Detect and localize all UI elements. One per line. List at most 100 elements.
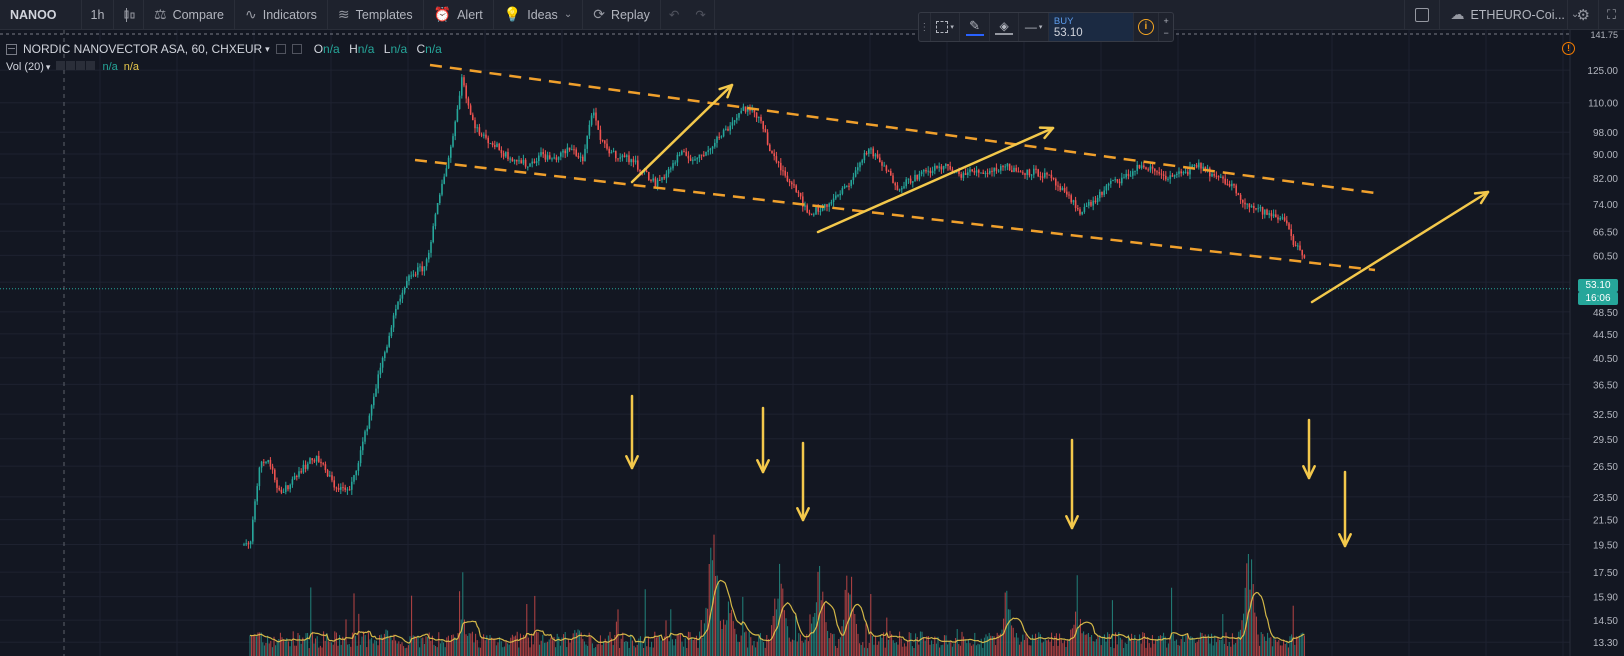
candle-body <box>366 428 368 432</box>
fullscreen-button[interactable]: ⛶ <box>1599 0 1624 29</box>
candle-body <box>949 166 951 170</box>
candle-body <box>1103 190 1105 195</box>
candle-body <box>689 158 692 161</box>
fill-bucket-icon: ◈ <box>999 19 1009 33</box>
legend-close-icon[interactable] <box>291 44 302 54</box>
candle-body <box>815 207 817 215</box>
candle-body <box>1237 193 1240 195</box>
candle-body <box>1180 171 1182 174</box>
candle-body <box>489 143 492 145</box>
candle-body <box>494 145 496 147</box>
candle-body <box>1283 217 1286 221</box>
price-axis-label: 110.00 <box>1588 99 1618 110</box>
chevron-down-icon[interactable]: ▾ <box>265 43 270 54</box>
volume-arrow-4-head <box>1065 515 1079 530</box>
replay-button[interactable]: ⟳ Replay <box>583 0 661 29</box>
size-stepper[interactable]: + − <box>1159 13 1173 41</box>
minus-icon[interactable]: − <box>1163 28 1169 38</box>
candle-body <box>775 156 778 162</box>
templates-button[interactable]: ≋ Templates <box>328 0 424 29</box>
candle-body <box>1303 255 1306 258</box>
undo-icon: ↶ <box>668 8 680 22</box>
redo-button[interactable]: ↷ <box>687 0 715 29</box>
candle-body <box>907 178 910 180</box>
trend-arrow-up-3-head <box>1473 190 1490 205</box>
collapse-legend-icon[interactable] <box>6 43 17 55</box>
candle-body <box>386 346 388 353</box>
candle-body <box>678 154 681 156</box>
fill-color-button[interactable]: ◈ <box>990 13 1020 41</box>
line-color-button[interactable]: ✎ <box>960 13 990 41</box>
compare-button[interactable]: ⚖ Compare <box>144 0 235 29</box>
candle-body <box>1233 183 1235 186</box>
undo-button[interactable]: ↶ <box>661 0 687 29</box>
candle-body <box>881 162 883 166</box>
line-style-button[interactable]: — ▾ <box>1019 13 1049 41</box>
candle-body <box>1037 169 1039 177</box>
candle-body <box>771 151 773 154</box>
chart-canvas[interactable]: 125.00 110.00 98.00 90.00 82.00 74.00 66.50 60.… <box>0 30 1624 656</box>
plus-icon[interactable] <box>76 61 86 70</box>
legend-settings-icon[interactable] <box>275 44 286 54</box>
candle-body <box>802 196 804 207</box>
template-button[interactable]: ▾ <box>931 13 961 41</box>
candle-body <box>1209 168 1211 177</box>
legend-title[interactable]: NORDIC NANOVECTOR ASA, 60, CHXEUR <box>23 42 263 56</box>
chart-type-button[interactable] <box>114 0 144 29</box>
candle-body <box>1297 245 1299 247</box>
drag-handle[interactable]: ⋮ <box>919 13 931 41</box>
layout-button[interactable] <box>1404 0 1441 29</box>
candle-body <box>661 177 663 180</box>
volume-legend-title[interactable]: Vol (20) <box>6 61 44 73</box>
candle-body <box>403 287 406 293</box>
candle-body <box>423 266 426 272</box>
candle-body <box>714 142 716 147</box>
close-key: C <box>416 42 426 56</box>
candle-body <box>397 301 399 310</box>
candle-body <box>652 178 654 181</box>
interval-button[interactable]: 1h <box>82 0 114 29</box>
candle-body <box>969 169 971 173</box>
plus-icon[interactable]: + <box>1163 16 1169 26</box>
info-button[interactable]: i <box>1134 13 1160 41</box>
candle-body <box>700 154 703 156</box>
candle-body <box>960 174 962 178</box>
candle-body <box>1242 199 1244 203</box>
eye-icon[interactable] <box>56 61 66 70</box>
candle-body <box>560 152 562 157</box>
price-axis-label: 44.50 <box>1593 330 1618 341</box>
settings-icon[interactable] <box>66 61 76 70</box>
candle-body <box>984 172 987 174</box>
candle-body <box>1184 171 1187 173</box>
candle-body <box>797 191 800 193</box>
candle-body <box>456 109 459 122</box>
candle-body <box>645 170 648 173</box>
candle-body <box>553 157 555 159</box>
volume-arrow-3-head <box>796 507 810 522</box>
candle-body <box>522 159 525 164</box>
candle-body <box>1165 175 1167 180</box>
candle-body <box>505 152 507 157</box>
watchlist-button[interactable]: ☁ ETHEURO-Coi... ⌄ <box>1440 0 1579 29</box>
price-axis-label: 26.50 <box>1593 462 1618 473</box>
gear-icon: ⚙ <box>1576 6 1590 24</box>
close-icon[interactable] <box>86 61 96 70</box>
buy-order-button[interactable]: BUY 53.10 <box>1048 13 1134 41</box>
candle-body <box>1246 203 1248 205</box>
candle-body <box>813 214 815 216</box>
line-color-swatch <box>965 34 984 36</box>
candle-body <box>549 155 551 159</box>
warning-icon[interactable]: ! <box>1562 42 1575 55</box>
trend-arrow-up-1 <box>630 83 734 184</box>
candle-body <box>854 170 857 177</box>
indicators-button[interactable]: ∿ Indicators <box>235 0 328 29</box>
candle-body <box>381 357 384 368</box>
ideas-button[interactable]: 💡 Ideas ⌄ <box>494 0 584 29</box>
settings-button[interactable]: ⚙ <box>1568 0 1599 29</box>
candle-body <box>601 139 604 141</box>
chevron-down-icon[interactable]: ▾ <box>45 61 51 72</box>
alert-button[interactable]: ⏰ Alert <box>424 0 494 29</box>
candle-body <box>520 160 522 164</box>
symbol-search[interactable]: NANOO <box>0 0 82 29</box>
chart-pane[interactable]: 125.00 110.00 98.00 90.00 82.00 74.00 66.50 60.… <box>0 30 1624 656</box>
